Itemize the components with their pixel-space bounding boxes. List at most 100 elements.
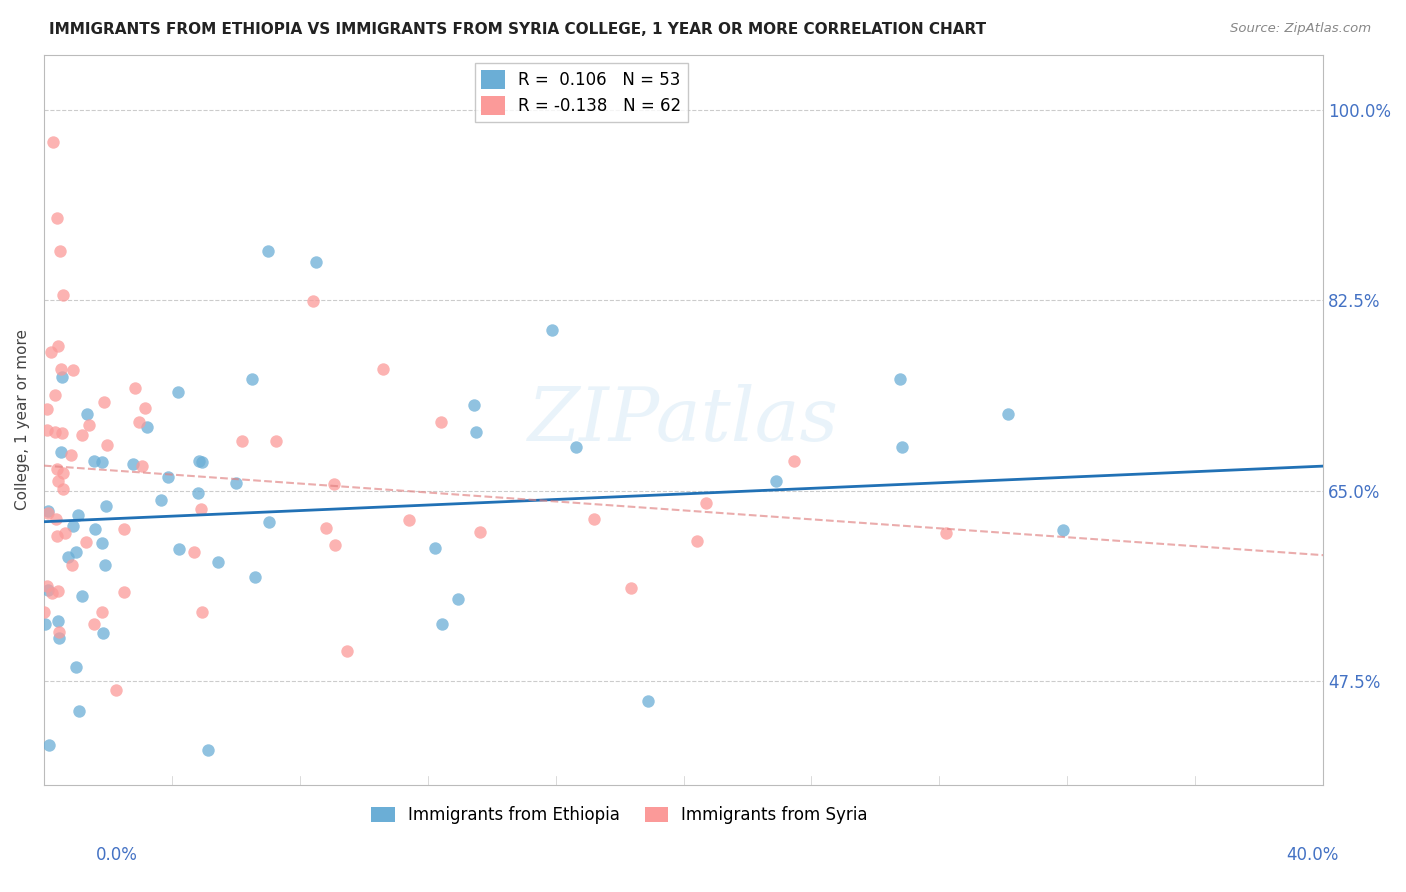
Point <box>257 515 280 529</box>
Point <box>72 589 94 603</box>
Point <box>256 244 278 259</box>
Point <box>157 470 180 484</box>
Point <box>114 584 136 599</box>
Point <box>783 454 806 468</box>
Point <box>149 492 172 507</box>
Point <box>430 415 453 429</box>
Point <box>398 513 420 527</box>
Point <box>67 508 90 523</box>
Point <box>93 626 115 640</box>
Point <box>83 454 105 468</box>
Text: ZIPatlas: ZIPatlas <box>529 384 839 456</box>
Point <box>322 476 344 491</box>
Point <box>187 486 209 500</box>
Point <box>37 506 59 520</box>
Point <box>315 521 337 535</box>
Point <box>48 631 70 645</box>
Point <box>34 617 56 632</box>
Point <box>765 474 787 488</box>
Point <box>430 617 453 632</box>
Point <box>637 694 659 708</box>
Point <box>39 345 62 359</box>
Point <box>447 591 470 606</box>
Point <box>373 361 395 376</box>
Point <box>65 660 87 674</box>
Point <box>686 534 709 549</box>
Point <box>44 425 66 440</box>
Point <box>34 605 56 619</box>
Point <box>45 529 67 543</box>
Point <box>122 457 145 471</box>
Point <box>65 545 87 559</box>
Point <box>997 407 1019 421</box>
Point <box>136 420 159 434</box>
Point <box>45 512 67 526</box>
Point <box>463 397 485 411</box>
Point <box>91 535 114 549</box>
Point <box>889 372 911 386</box>
Point <box>35 423 58 437</box>
Text: IMMIGRANTS FROM ETHIOPIA VS IMMIGRANTS FROM SYRIA COLLEGE, 1 YEAR OR MORE CORREL: IMMIGRANTS FROM ETHIOPIA VS IMMIGRANTS F… <box>49 22 987 37</box>
Point <box>46 614 69 628</box>
Point <box>191 455 214 469</box>
Point <box>84 523 107 537</box>
Point <box>96 499 118 513</box>
Point <box>52 483 75 497</box>
Point <box>38 738 60 752</box>
Point <box>695 496 717 510</box>
Point <box>131 458 153 473</box>
Point <box>96 437 118 451</box>
Point <box>301 294 323 309</box>
Point <box>62 518 84 533</box>
Point <box>305 255 328 269</box>
Text: 0.0%: 0.0% <box>96 846 138 863</box>
Point <box>52 466 75 480</box>
Legend: Immigrants from Ethiopia, Immigrants from Syria: Immigrants from Ethiopia, Immigrants fro… <box>364 800 875 831</box>
Point <box>93 558 115 572</box>
Point <box>52 287 75 301</box>
Point <box>468 525 491 540</box>
Point <box>49 244 72 259</box>
Point <box>183 545 205 559</box>
Point <box>128 415 150 429</box>
Point <box>72 427 94 442</box>
Point <box>190 502 212 516</box>
Point <box>35 578 58 592</box>
Point <box>91 454 114 468</box>
Point <box>231 434 253 449</box>
Point <box>197 742 219 756</box>
Point <box>51 369 73 384</box>
Point <box>890 440 912 454</box>
Point <box>45 211 67 226</box>
Point <box>48 624 70 639</box>
Point <box>191 605 214 619</box>
Point <box>42 135 65 149</box>
Point <box>169 542 191 557</box>
Point <box>124 381 146 395</box>
Point <box>565 440 588 454</box>
Point <box>76 408 98 422</box>
Point <box>67 704 90 718</box>
Point <box>134 401 156 415</box>
Point <box>46 462 69 476</box>
Text: 40.0%: 40.0% <box>1286 846 1339 863</box>
Point <box>225 475 247 490</box>
Point <box>58 549 80 564</box>
Point <box>93 395 115 409</box>
Point <box>541 323 564 337</box>
Point <box>620 581 643 595</box>
Point <box>114 522 136 536</box>
Point <box>37 582 59 597</box>
Point <box>188 453 211 467</box>
Point <box>935 526 957 541</box>
Point <box>323 538 346 552</box>
Point <box>49 445 72 459</box>
Point <box>53 525 76 540</box>
Point <box>336 644 359 658</box>
Point <box>167 384 190 399</box>
Point <box>583 512 606 526</box>
Point <box>245 570 267 584</box>
Point <box>266 434 288 448</box>
Point <box>48 339 70 353</box>
Point <box>62 363 84 377</box>
